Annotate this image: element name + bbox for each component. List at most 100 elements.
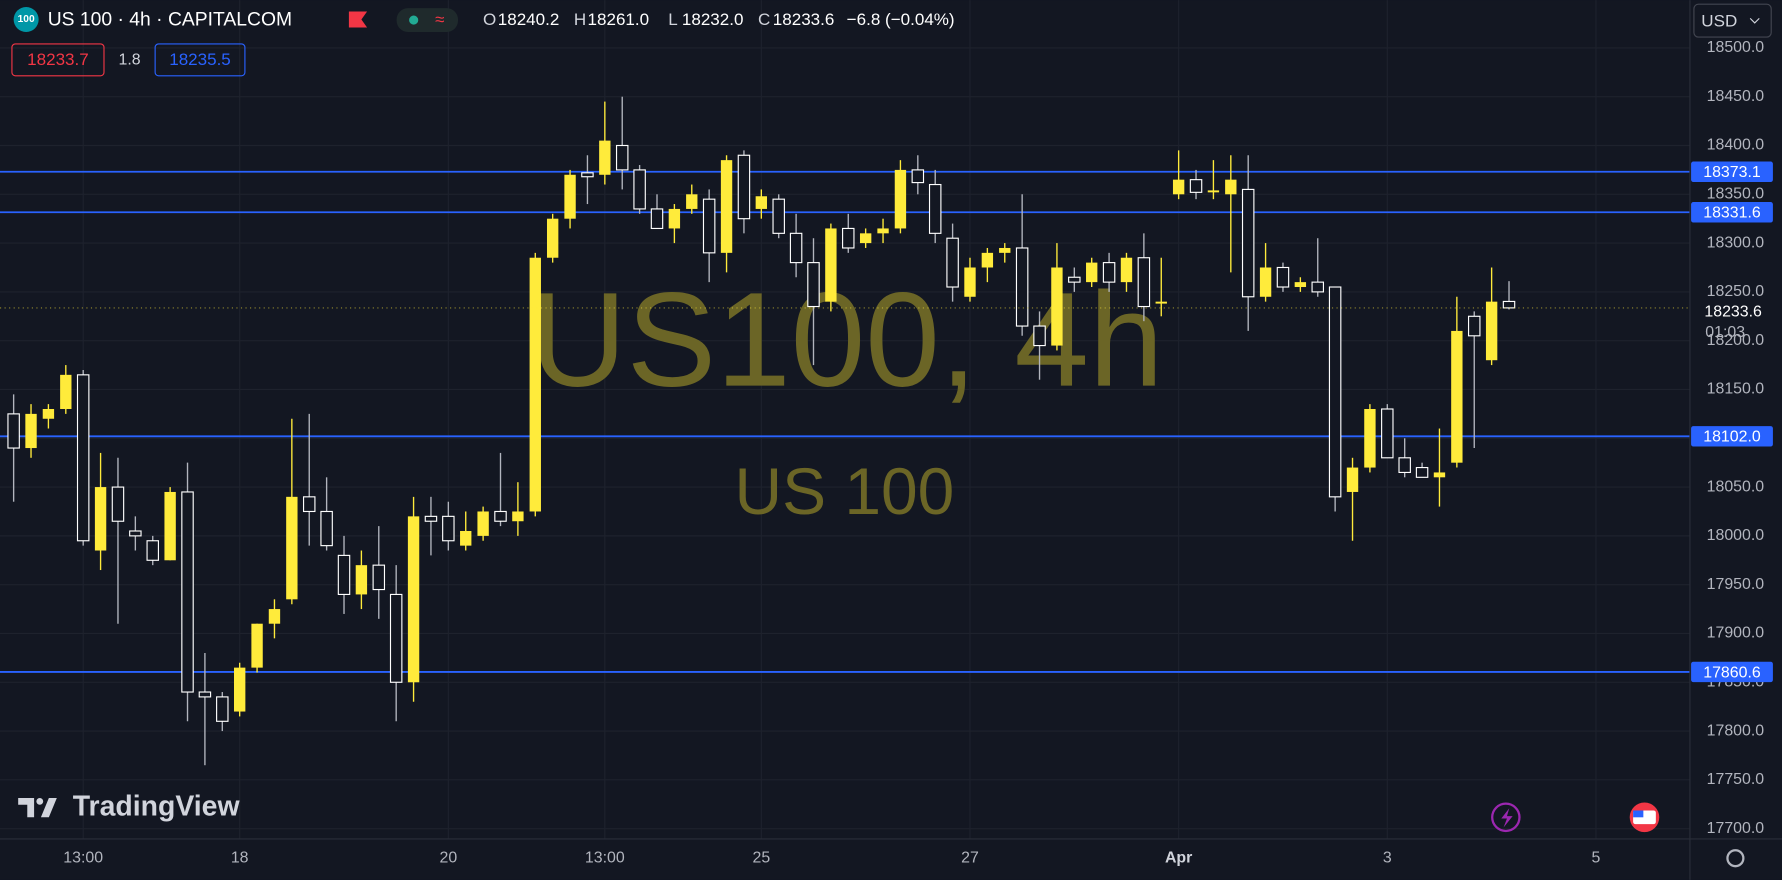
- candle-body: [668, 208, 681, 229]
- ask-price[interactable]: 18235.5: [169, 50, 231, 69]
- ohlc-label: C: [758, 10, 770, 29]
- candle-body: [407, 516, 420, 683]
- currency[interactable]: USD: [1701, 11, 1737, 30]
- market-open-dot: [409, 15, 419, 25]
- watermark-subtitle: US 100: [734, 454, 954, 528]
- y-tick-label: 18350.0: [1707, 185, 1765, 202]
- candle-body: [1102, 262, 1116, 283]
- lightning-button[interactable]: [1491, 802, 1521, 833]
- candle-body: [302, 496, 316, 513]
- y-tick-label: 17900.0: [1707, 625, 1765, 642]
- candle-body: [877, 228, 889, 234]
- candle-body: [789, 232, 803, 264]
- candle-body: [1225, 179, 1237, 195]
- ohlc-value: 18261.0: [588, 10, 650, 29]
- spread: 1.8: [118, 52, 140, 69]
- status-pill[interactable]: [396, 8, 459, 33]
- candle-body: [999, 247, 1011, 253]
- candle-body: [1033, 325, 1046, 347]
- candle-body: [599, 140, 611, 175]
- ohlc-label: O: [483, 10, 496, 29]
- candle-body: [946, 237, 959, 288]
- candle-body: [911, 169, 925, 184]
- ask-box[interactable]: [154, 43, 246, 77]
- candle-body: [372, 564, 386, 591]
- bid-price[interactable]: 18233.7: [27, 50, 89, 69]
- candle-body: [650, 208, 664, 230]
- bid-box[interactable]: [11, 43, 105, 77]
- candle-body: [1068, 276, 1081, 283]
- level-label: 17860.6: [1703, 664, 1761, 681]
- candle-body: [111, 486, 125, 522]
- candle-body: [1381, 408, 1394, 459]
- candle-body: [1276, 266, 1290, 288]
- y-tick-label: 18000.0: [1707, 527, 1765, 544]
- candle-body: [442, 515, 455, 542]
- change: −6.8 (−0.04%): [847, 10, 955, 29]
- candle-body: [686, 194, 698, 209]
- candle-body: [928, 183, 942, 234]
- axes: 17700.017750.017800.017850.017900.017950…: [63, 39, 1773, 866]
- candle-body: [737, 154, 751, 220]
- symbol-title[interactable]: US 100 · 4h · CAPITALCOM: [48, 10, 292, 31]
- level-label: 18102.0: [1703, 429, 1761, 446]
- candle-body: [42, 409, 55, 419]
- x-tick-label: Apr: [1165, 849, 1192, 866]
- candle-body: [1120, 257, 1133, 283]
- ohlc-label: L: [668, 10, 677, 29]
- candle-body: [1259, 267, 1272, 297]
- y-tick-label: 17700.0: [1707, 820, 1765, 837]
- candle-body: [581, 172, 594, 178]
- candle-body: [424, 515, 438, 522]
- y-tick-label: 18200.0: [1707, 332, 1765, 349]
- ohlc-value: 18232.0: [682, 10, 744, 29]
- candle-body: [1294, 282, 1307, 288]
- x-tick-label: 25: [752, 849, 770, 866]
- ohlc-label: H: [574, 10, 586, 29]
- candle-body: [1328, 286, 1342, 498]
- candle-body: [825, 228, 837, 302]
- watermark: US100, 4h: [530, 266, 1164, 415]
- candle-body: [7, 413, 20, 449]
- flag-canton: [1633, 810, 1644, 818]
- candle-body: [1189, 179, 1203, 193]
- level-label-bg: [1691, 161, 1773, 182]
- candle-body: [94, 487, 107, 551]
- candle-body: [981, 252, 994, 268]
- candle-body: [615, 144, 629, 171]
- x-tick-label: 13:00: [585, 849, 625, 866]
- candle-body: [1502, 300, 1516, 309]
- currency-select[interactable]: [1693, 3, 1772, 38]
- level-label: 18331.6: [1703, 205, 1761, 222]
- candle-body: [286, 496, 298, 600]
- candle-body: [251, 623, 263, 668]
- symbol-badge: [13, 7, 39, 33]
- candle-body: [1086, 262, 1098, 283]
- x-tick-label: 13:00: [63, 849, 103, 866]
- candle-body: [772, 198, 785, 234]
- candle-body: [494, 510, 507, 522]
- candle-body: [320, 510, 333, 547]
- logo-icon-dot: [36, 797, 44, 805]
- candle-body: [807, 262, 820, 308]
- candle-body: [60, 374, 72, 410]
- plot: [0, 96, 1690, 766]
- candle-body: [1398, 457, 1411, 474]
- flag-icon[interactable]: [348, 11, 368, 28]
- y-tick-label: 18150.0: [1707, 381, 1765, 398]
- countdown: 01:03: [1705, 324, 1745, 341]
- candle-body: [1137, 257, 1151, 308]
- candle-body: [1311, 281, 1324, 293]
- y-tick-label: 18250.0: [1707, 283, 1765, 300]
- settings-button[interactable]: [1726, 849, 1745, 868]
- candle-body: [894, 169, 907, 229]
- candle-body: [1451, 330, 1463, 463]
- x-tick-label: 3: [1383, 849, 1392, 866]
- candle-body: [1433, 472, 1446, 478]
- logo[interactable]: TradingView: [73, 791, 241, 823]
- candle-body: [1346, 467, 1359, 492]
- candle-body: [146, 540, 159, 561]
- candle-body: [76, 374, 90, 542]
- y-tick-label: 18500.0: [1707, 39, 1765, 56]
